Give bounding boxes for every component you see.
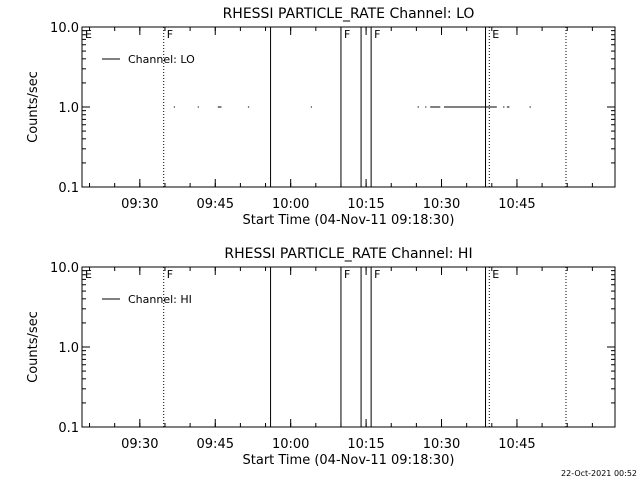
event-marker-label: F [167, 28, 173, 41]
x-axis-label: Start Time (04-Nov-11 09:18:30) [243, 213, 455, 228]
event-marker-label: F [374, 268, 380, 281]
x-tick-label: 09:30 [121, 197, 158, 212]
event-marker-label: E [85, 28, 92, 41]
x-tick-label: 10:45 [498, 437, 535, 452]
x-tick-label: 10:15 [347, 437, 384, 452]
event-marker-label: E [492, 28, 499, 41]
legend-label: Channel: HI [128, 293, 192, 306]
x-tick-label: 10:15 [347, 197, 384, 212]
legend-label: Channel: LO [128, 53, 195, 66]
plot-frame [81, 26, 616, 188]
plot-frame [81, 266, 616, 428]
y-tick-label: 0.1 [58, 181, 79, 196]
x-tick-label: 10:00 [272, 437, 309, 452]
x-tick-label: 09:45 [197, 437, 234, 452]
event-marker-label: F [374, 28, 380, 41]
y-tick-label: 1.0 [58, 341, 79, 356]
plot-timestamp: 22-Oct-2021 00:52 [561, 469, 637, 478]
event-marker-label: E [85, 268, 92, 281]
y-tick-label: 1.0 [58, 101, 79, 116]
x-tick-label: 09:45 [197, 197, 234, 212]
chart-title: RHESSI PARTICLE_RATE Channel: LO [223, 6, 475, 22]
chart-title: RHESSI PARTICLE_RATE Channel: HI [224, 246, 472, 262]
x-tick-label: 10:00 [272, 197, 309, 212]
y-tick-label: 0.1 [58, 421, 79, 436]
x-tick-label: 10:30 [423, 197, 460, 212]
y-tick-label: 10.0 [50, 261, 79, 276]
event-marker-label: F [344, 28, 350, 41]
event-marker-label: F [167, 268, 173, 281]
event-marker-label: E [492, 268, 499, 281]
y-tick-label: 10.0 [50, 21, 79, 36]
x-tick-label: 09:30 [121, 437, 158, 452]
x-tick-label: 10:30 [423, 437, 460, 452]
y-axis-label: Counts/sec [26, 311, 41, 383]
x-axis-label: Start Time (04-Nov-11 09:18:30) [243, 453, 455, 468]
y-axis-label: Counts/sec [26, 71, 41, 143]
x-tick-label: 10:45 [498, 197, 535, 212]
event-marker-label: F [344, 268, 350, 281]
